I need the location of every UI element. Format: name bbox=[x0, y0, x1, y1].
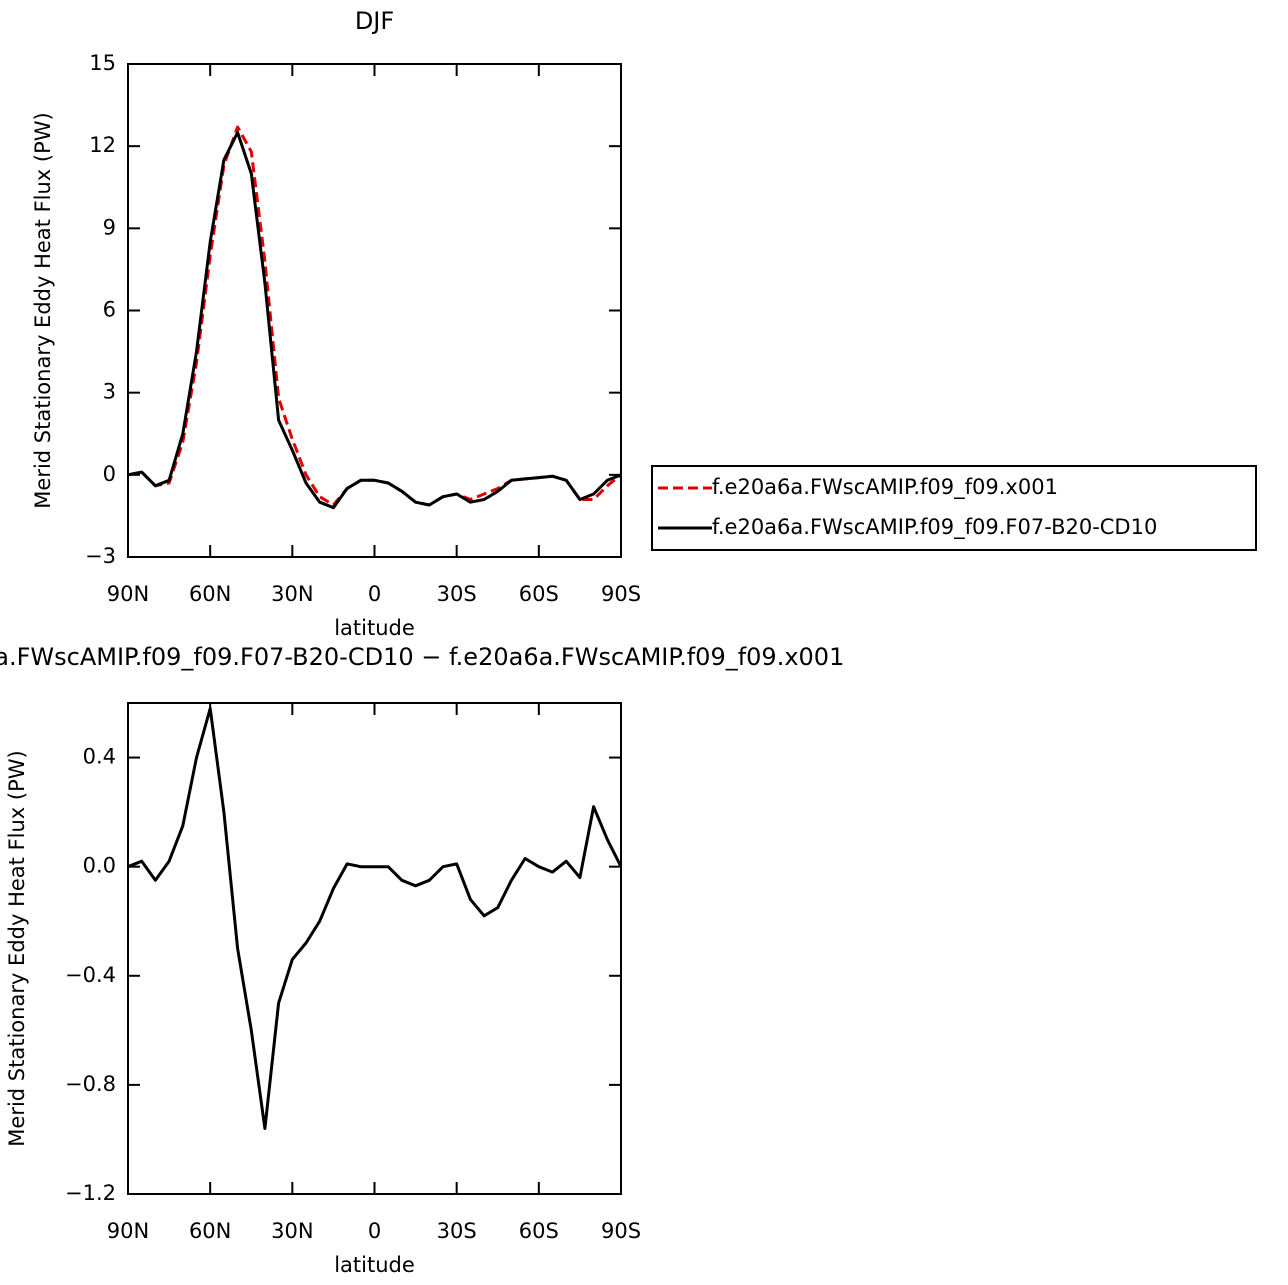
y-axis-label: Merid Stationary Eddy Heat Flux (PW) bbox=[31, 112, 55, 508]
data-line bbox=[127, 131, 622, 510]
x-tick-label: 90N bbox=[107, 582, 149, 606]
chart-title: f.e20a6a.FWscAMIP.f09_f09.F07-B20-CD10 −… bbox=[0, 643, 844, 671]
y-tick-label: 6 bbox=[103, 298, 116, 322]
x-axis-label: latitude bbox=[334, 1253, 415, 1277]
y-tick-label: 0 bbox=[103, 462, 116, 486]
x-axis-label: latitude bbox=[334, 616, 415, 640]
chart-title: DJF bbox=[355, 7, 394, 35]
x-tick-label: 90S bbox=[601, 1219, 641, 1243]
plot-frame bbox=[127, 63, 622, 558]
x-tick-label: 0 bbox=[368, 582, 381, 606]
y-tick-label: 12 bbox=[89, 133, 116, 157]
x-tick-label: 90N bbox=[107, 1219, 149, 1243]
data-line bbox=[127, 707, 623, 1130]
x-tick-label: 30N bbox=[271, 1219, 313, 1243]
y-tick-label: −1.2 bbox=[65, 1181, 116, 1205]
legend-box bbox=[651, 465, 1257, 551]
x-tick-label: 30S bbox=[437, 1219, 477, 1243]
x-tick-label: 0 bbox=[368, 1219, 381, 1243]
x-tick-label: 30S bbox=[437, 582, 477, 606]
plot-frame bbox=[127, 702, 622, 1195]
x-tick-label: 90S bbox=[601, 582, 641, 606]
y-tick-label: 15 bbox=[89, 51, 116, 75]
x-tick-label: 30N bbox=[271, 582, 313, 606]
y-tick-label: −0.8 bbox=[65, 1072, 116, 1096]
y-tick-label: 9 bbox=[103, 215, 116, 239]
y-tick-label: −3 bbox=[85, 544, 116, 568]
legend-label: f.e20a6a.FWscAMIP.f09_f09.F07-B20-CD10 bbox=[712, 515, 1157, 540]
y-tick-label: 0.4 bbox=[83, 745, 116, 769]
y-axis-label: Merid Stationary Eddy Heat Flux (PW) bbox=[5, 750, 29, 1146]
x-tick-label: 60N bbox=[189, 582, 231, 606]
x-tick-label: 60S bbox=[519, 1219, 559, 1243]
x-tick-label: 60S bbox=[519, 582, 559, 606]
x-tick-label: 60N bbox=[189, 1219, 231, 1243]
y-tick-label: 3 bbox=[103, 380, 116, 404]
y-tick-label: −0.4 bbox=[65, 963, 116, 987]
y-tick-label: 0.0 bbox=[83, 854, 116, 878]
legend-label: f.e20a6a.FWscAMIP.f09_f09.x001 bbox=[712, 475, 1058, 500]
